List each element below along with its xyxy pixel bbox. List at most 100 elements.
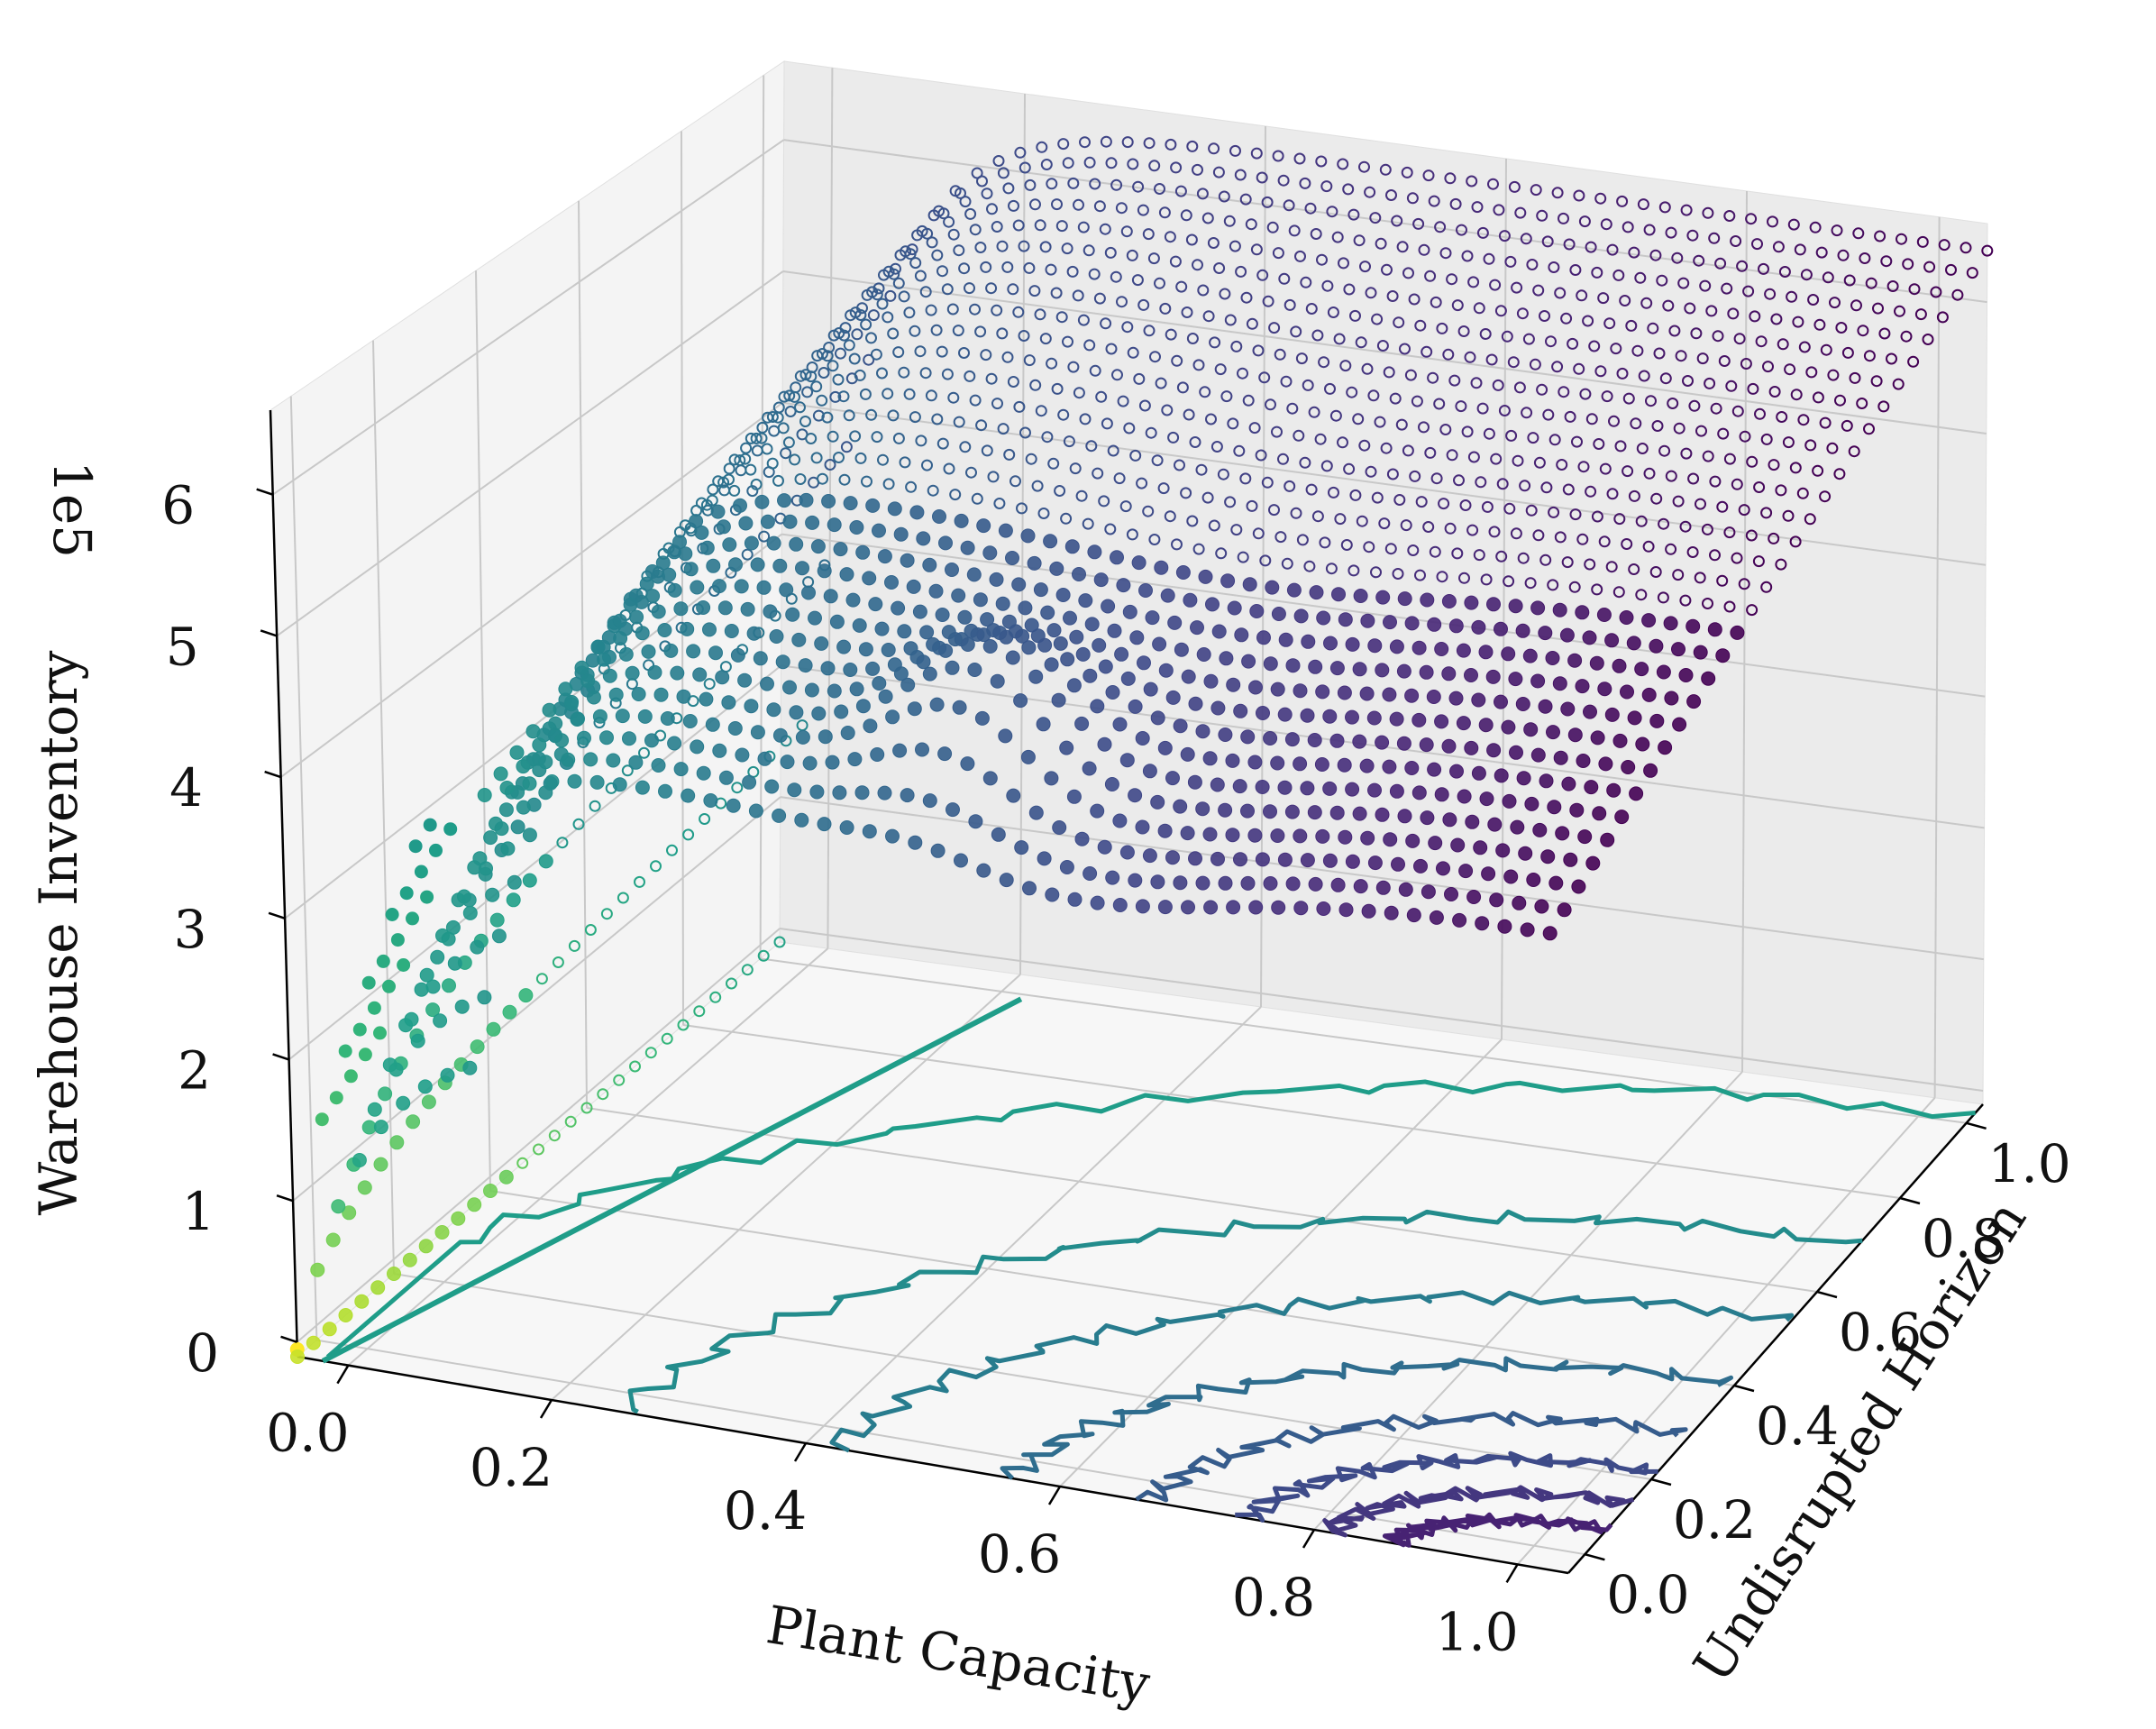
data-point [1464,351,1476,363]
data-point [583,752,598,767]
data-point [966,567,982,582]
data-point [1782,509,1795,522]
data-point [854,452,867,464]
data-point [1325,563,1338,575]
axis-lines [269,409,1984,1575]
data-point [1560,312,1573,325]
data-point [1649,713,1665,728]
data-point [992,155,1005,167]
data-point [1542,926,1558,941]
data-point [1446,449,1458,462]
data-point [783,389,796,402]
data-point [1186,515,1199,527]
data-point [1363,541,1375,553]
data-point [1404,761,1420,775]
axis-panes [270,60,1988,1574]
data-point [1239,193,1252,206]
data-point [1110,550,1124,565]
data-point [754,494,770,509]
data-point [1154,183,1165,195]
data-point [1738,578,1750,590]
data-point [1380,442,1393,454]
data-point [597,652,612,667]
data-point [1490,453,1503,465]
data-point [682,714,698,728]
data-point [1277,852,1293,867]
data-point [373,1120,388,1135]
data-point [1324,382,1336,395]
data-point [1450,837,1466,853]
data-point [1386,468,1399,480]
data-point [1554,531,1567,544]
data-point [1237,551,1249,563]
data-point [1011,577,1027,592]
data-point [1021,640,1037,655]
data-point [1716,574,1729,587]
data-point [839,820,854,835]
data-point [1448,374,1461,387]
data-point [1093,292,1106,305]
data-point [1247,755,1263,770]
data-point [1585,855,1601,871]
data-point [1511,281,1523,294]
data-point [670,665,685,681]
data-point [1567,727,1583,743]
data-point [1008,199,1019,212]
data-point [1834,394,1846,407]
data-point [1375,880,1391,895]
data-point [1715,648,1731,663]
data-point [990,673,1005,689]
data-point [1197,284,1210,297]
data-point [1083,866,1098,881]
data-point [1739,430,1751,443]
data-point [1117,395,1129,407]
data-point [378,1086,393,1102]
data-point [1561,556,1574,569]
data-point [1452,912,1467,928]
data-point [1339,360,1352,372]
data-point [1044,771,1059,786]
data-point [1710,402,1722,415]
data-point [985,372,998,385]
data-point [1274,348,1286,361]
data-point [1027,555,1042,571]
z-tick-label: 5 [166,616,199,677]
data-point [969,394,982,407]
data-point [805,433,818,444]
data-point [1345,709,1359,725]
data-point [1020,528,1036,544]
data-point [1496,478,1509,490]
data-point [1389,639,1404,654]
data-point [608,687,624,702]
data-point [960,756,975,772]
data-point [789,453,801,466]
data-point [1012,219,1025,232]
data-point [782,514,798,529]
data-point [1507,356,1520,369]
data-point [489,912,505,928]
data-point [454,999,470,1014]
data-point [946,802,960,818]
data-point [766,411,779,423]
data-point [564,1115,577,1128]
data-point [692,667,708,682]
data-point [865,332,877,344]
data-point [1622,221,1634,233]
data-point [1034,308,1046,321]
data-point [1367,855,1383,871]
data-point [629,1060,641,1073]
data-point [1464,668,1478,682]
data-point [1775,558,1787,571]
data-point [525,724,541,739]
data-point [1384,905,1399,920]
data-point [763,604,778,619]
data-point [677,1019,690,1031]
data-point [1316,253,1328,266]
data-point [1569,264,1582,276]
data-point [937,746,953,762]
data-point [1098,659,1113,674]
data-point [1049,561,1064,576]
data-point [1192,163,1203,176]
data-point [1874,230,1886,242]
data-point [999,629,1014,645]
